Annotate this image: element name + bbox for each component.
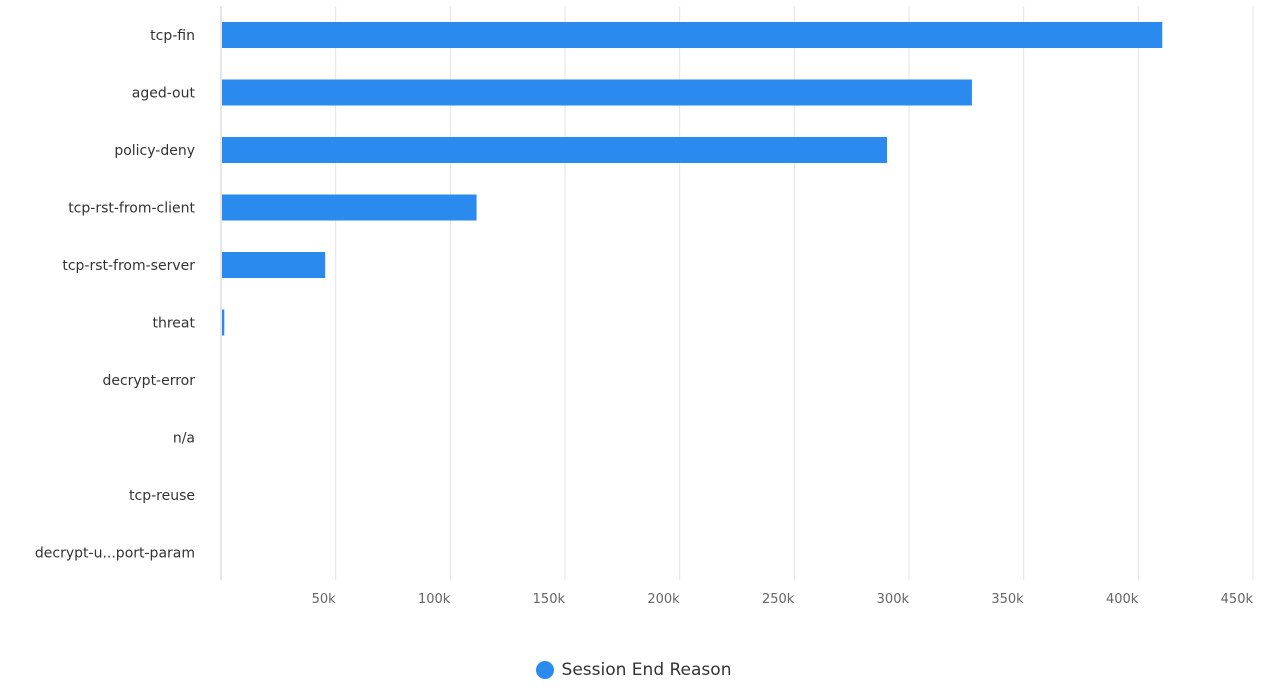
x-tick-label: 200k bbox=[647, 592, 680, 607]
x-tick-label: 400k bbox=[1106, 592, 1139, 607]
bar-chart: tcp-fin aged-out policy-deny tcp-rst-from-c… bbox=[35, 6, 1254, 607]
category-label: tcp-rst-from-client bbox=[68, 201, 195, 217]
category-label: policy-deny bbox=[114, 143, 195, 159]
bar[interactable] bbox=[222, 252, 326, 278]
bar[interactable] bbox=[222, 194, 477, 221]
category-label: threat bbox=[153, 316, 196, 332]
category-label: decrypt-error bbox=[102, 373, 195, 389]
bars bbox=[222, 22, 1163, 336]
category-labels: tcp-fin aged-out policy-deny tcp-rst-from-c… bbox=[35, 28, 196, 562]
x-tick-label: 250k bbox=[762, 592, 795, 607]
x-tick-label: 300k bbox=[877, 592, 910, 607]
category-label: aged-out bbox=[132, 86, 196, 102]
bar[interactable] bbox=[222, 22, 1163, 48]
x-tick-label: 100k bbox=[418, 592, 451, 607]
legend-marker-icon bbox=[535, 661, 554, 679]
bar[interactable] bbox=[222, 79, 972, 106]
legend-label: Session End Reason bbox=[561, 660, 732, 680]
bar[interactable] bbox=[222, 137, 888, 163]
legend[interactable]: Session End Reason bbox=[0, 660, 1267, 680]
x-tick-label: 50k bbox=[312, 592, 337, 607]
category-label: n/a bbox=[173, 431, 195, 447]
x-tick-labels: 50k 100k 150k 200k 250k 300k 350k 400k 450k bbox=[312, 592, 1254, 607]
category-label: tcp-reuse bbox=[129, 488, 195, 504]
x-tick-label: 350k bbox=[991, 592, 1024, 607]
category-label: decrypt-u...port-param bbox=[35, 546, 195, 562]
category-label: tcp-fin bbox=[150, 28, 195, 44]
bar[interactable] bbox=[222, 309, 225, 336]
category-label: tcp-rst-from-server bbox=[62, 258, 195, 274]
x-tick-label: 450k bbox=[1221, 592, 1254, 607]
x-tick-label: 150k bbox=[533, 592, 566, 607]
